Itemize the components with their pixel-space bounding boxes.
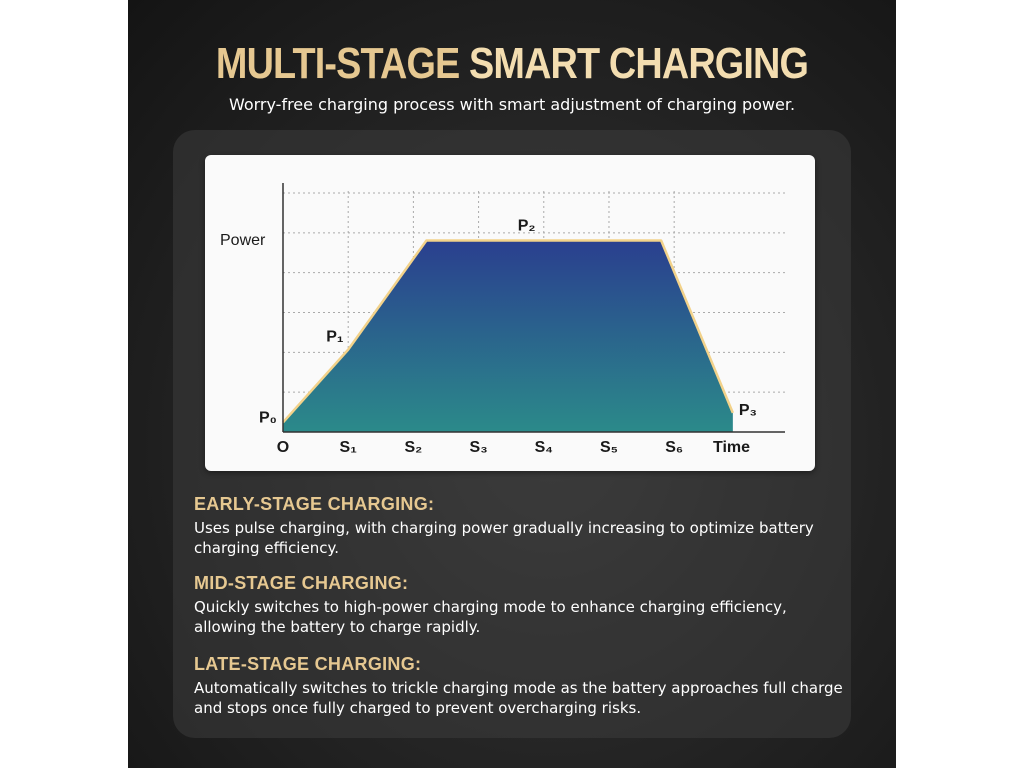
x-tick-label: S₅ [600, 439, 618, 456]
page-title: MULTI-STAGE SMART CHARGING [182, 38, 842, 90]
point-label: P₁ [326, 329, 344, 346]
section-heading: MID-STAGE CHARGING: [194, 573, 409, 593]
x-tick-label: O [277, 439, 289, 456]
point-label-layer: P₀ P₁ P₂ P₃ [259, 217, 757, 426]
section-mid: MID-STAGE CHARGING: Quickly switches to … [194, 572, 844, 637]
x-tick-label: S₃ [470, 439, 488, 456]
x-tick-label: S₄ [535, 439, 553, 456]
power-line [282, 239, 734, 424]
point-label: P₀ [259, 409, 277, 426]
poster: MULTI-STAGE SMART CHARGING Worry-free ch… [128, 0, 896, 768]
x-axis-label: Time [713, 439, 750, 456]
x-tick-label: S₂ [404, 439, 422, 456]
section-late: LATE-STAGE CHARGING: Automatically switc… [194, 653, 844, 718]
section-body: Quickly switches to high-power charging … [194, 598, 787, 636]
section-body: Automatically switches to trickle chargi… [194, 679, 843, 717]
point-label: P₃ [739, 402, 757, 419]
x-tick-label: S₆ [665, 439, 683, 456]
y-axis-label: Power [220, 232, 266, 249]
area-fill [283, 240, 733, 432]
page-subtitle: Worry-free charging process with smart a… [228, 95, 796, 114]
x-tick-label: S₁ [340, 439, 358, 456]
section-heading: EARLY-STAGE CHARGING: [194, 494, 435, 514]
title-part-2: SMART CHARGING [469, 39, 809, 88]
chart-card: Power Time O S₁ S₂ S₃ S₄ S₅ S₆ P₀ P₁ P₂ P₃ [205, 155, 815, 471]
point-label: P₂ [518, 217, 536, 234]
section-heading: LATE-STAGE CHARGING: [194, 654, 422, 674]
title-part-1: MULTI-STAGE [215, 39, 470, 88]
section-body: Uses pulse charging, with charging power… [194, 519, 814, 557]
tick-layer: O S₁ S₂ S₃ S₄ S₅ S₆ [277, 439, 683, 456]
section-early: EARLY-STAGE CHARGING: Uses pulse chargin… [194, 493, 844, 558]
power-time-chart: Power Time O S₁ S₂ S₃ S₄ S₅ S₆ P₀ P₁ P₂ P₃ [220, 183, 785, 456]
